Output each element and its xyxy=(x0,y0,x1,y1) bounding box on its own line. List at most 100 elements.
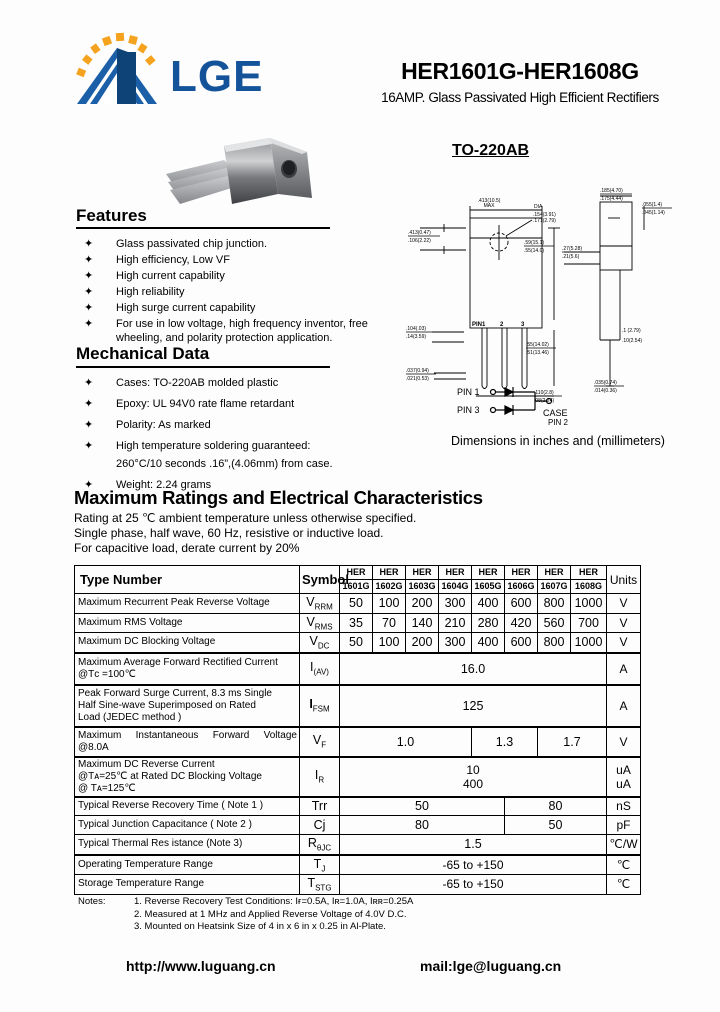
row-units: nS xyxy=(606,795,641,816)
features-heading: Features xyxy=(76,206,147,225)
notes-section: Notes: 1. Reverse Recovery Test Conditio… xyxy=(78,896,413,934)
header-part-number: 1601G xyxy=(339,579,373,594)
row-value-span: 10 400 xyxy=(339,755,607,797)
row-value: 300 xyxy=(438,593,472,614)
row-value: 600 xyxy=(504,632,538,653)
feature-item: ✦ High reliability xyxy=(84,286,185,298)
row-units: V xyxy=(606,593,641,614)
row-value: 420 xyxy=(504,612,538,633)
row-label: Typical Junction Capacitance ( Note 2 ) xyxy=(74,815,300,835)
row-units: V xyxy=(606,725,641,757)
svg-text:.154(3.91): .154(3.91) xyxy=(533,212,556,218)
row-symbol: I(AV) xyxy=(299,651,340,685)
table-row: Peak Forward Surge Current, 8.3 ms Singl… xyxy=(74,683,641,727)
svg-text:.021(0.53): .021(0.53) xyxy=(406,376,429,382)
header-symbol: Symbol xyxy=(299,565,349,594)
row-value-split: 1.7 xyxy=(537,725,607,757)
logo-wordmark: LGE xyxy=(170,52,264,101)
row-value: 800 xyxy=(537,593,571,614)
row-value: 140 xyxy=(405,612,439,633)
lge-logo-icon xyxy=(76,32,157,104)
ratings-line-3: For capacitive load, derate current by 2… xyxy=(74,540,300,555)
row-label: Typical Reverse Recovery Time ( Note 1 ) xyxy=(74,795,300,816)
svg-text:.045(1.14): .045(1.14) xyxy=(642,210,665,216)
row-value-half: 80 xyxy=(339,815,505,835)
footer-website-link[interactable]: http://www.luguang.cn xyxy=(126,958,276,974)
row-label: Maximum Instantaneous Forward Voltage @8… xyxy=(74,725,300,757)
svg-text:.413(0.47): .413(0.47) xyxy=(408,230,431,236)
row-symbol: TJ xyxy=(299,853,340,875)
row-value: 700 xyxy=(570,612,607,633)
header-part-prefix: HER xyxy=(504,565,538,580)
feature-item: ✦ For use in low voltage, high frequency … xyxy=(84,318,368,344)
row-value: 35 xyxy=(339,612,373,633)
table-row: Maximum Instantaneous Forward Voltage @8… xyxy=(74,725,641,757)
diamond-bullet-icon: ✦ xyxy=(84,302,94,314)
row-symbol: TSTG xyxy=(299,874,340,895)
row-value-span: 1.5 xyxy=(339,834,607,855)
row-value: 70 xyxy=(372,612,406,633)
header-part-number: 1605G xyxy=(471,579,505,594)
mechanical-heading: Mechanical Data xyxy=(76,344,210,363)
svg-text:DIA: DIA xyxy=(534,204,543,210)
svg-text:.171(2.79): .171(2.79) xyxy=(533,218,556,224)
header-part-number: 1606G xyxy=(504,579,538,594)
header-part-prefix: HER xyxy=(405,565,439,580)
row-symbol: VDC xyxy=(299,632,340,653)
reverse-current-25c: 10 xyxy=(466,762,480,777)
row-label: Storage Temperature Range xyxy=(74,874,300,895)
package-dimension-drawing: .413(10.5) MAX DIA .154(3.91) .171(2.79)… xyxy=(406,188,672,404)
svg-text:2: 2 xyxy=(500,322,504,328)
row-label: Maximum Recurrent Peak Reverse Voltage xyxy=(74,593,300,614)
table-row: Typical Reverse Recovery Time ( Note 1 )… xyxy=(74,795,641,816)
header-part-number: 1608G xyxy=(570,579,607,594)
row-units: A xyxy=(606,683,641,727)
schematic-case-label: CASE xyxy=(543,408,568,418)
row-value: 1000 xyxy=(570,593,607,614)
header-part-prefix: HER xyxy=(372,565,406,580)
diamond-bullet-icon: ✦ xyxy=(84,254,94,266)
header-part-number: 1603G xyxy=(405,579,439,594)
row-value: 300 xyxy=(438,632,472,653)
svg-text:.055(1.4): .055(1.4) xyxy=(642,202,662,208)
row-label: Maximum DC Blocking Voltage xyxy=(74,632,300,653)
svg-text:.10(2.54): .10(2.54) xyxy=(622,338,642,344)
note-item: 1. Reverse Recovery Test Conditions: Iғ=… xyxy=(134,896,414,907)
row-value: 50 xyxy=(339,632,373,653)
feature-item: ✦ High current capability xyxy=(84,270,225,282)
footer-email-link[interactable]: mail:lge@luguang.cn xyxy=(420,958,562,974)
table-row: Maximum Average Forward Rectified Curren… xyxy=(74,651,641,685)
row-value: 50 xyxy=(339,593,373,614)
row-value: 280 xyxy=(471,612,505,633)
row-symbol: IR xyxy=(299,755,340,797)
diamond-bullet-icon: ✦ xyxy=(84,377,94,389)
row-symbol: Cj xyxy=(299,815,340,835)
svg-text:3: 3 xyxy=(521,322,525,328)
row-label: Peak Forward Surge Current, 8.3 ms Singl… xyxy=(74,683,300,727)
row-units: V xyxy=(606,612,641,633)
svg-text:.55(14.0): .55(14.0) xyxy=(524,248,544,254)
header-part-number: 1602G xyxy=(372,579,406,594)
specifications-table-wrapper: Type Number Symbol HER HER HER HER HER H… xyxy=(74,565,641,895)
mechanical-item: ✦ High temperature soldering guaranteed: 2… xyxy=(84,440,333,470)
row-value-span: 125 xyxy=(339,683,607,727)
row-symbol: IFSM xyxy=(299,683,340,727)
header-part-prefix: HER xyxy=(570,565,607,580)
table-row: Storage Temperature Range TSTG -65 to +1… xyxy=(74,874,641,895)
row-units: ℃ xyxy=(606,853,641,875)
row-label: Operating Temperature Range xyxy=(74,853,300,875)
mechanical-heading-rule xyxy=(76,366,330,368)
row-value: 560 xyxy=(537,612,571,633)
notes-label: Notes: xyxy=(78,896,106,907)
mechanical-item: ✦ Weight: 2.24 grams xyxy=(84,479,212,491)
row-value-half: 80 xyxy=(504,795,607,816)
svg-text:.413(10.5): .413(10.5) xyxy=(478,198,501,204)
svg-text:.037(0.94): .037(0.94) xyxy=(406,368,429,374)
row-units: ℃/W xyxy=(606,834,641,855)
diamond-bullet-icon: ✦ xyxy=(84,479,94,491)
table-row: Maximum DC Reverse Current @Tᴀ=25℃ at Ra… xyxy=(74,755,641,797)
row-value-span: -65 to +150 xyxy=(339,874,607,895)
table-row: Maximum RMS Voltage VRMS 35 70 140 210 2… xyxy=(74,612,641,633)
diamond-bullet-icon: ✦ xyxy=(84,270,94,282)
svg-text:PIN1: PIN1 xyxy=(472,322,486,328)
